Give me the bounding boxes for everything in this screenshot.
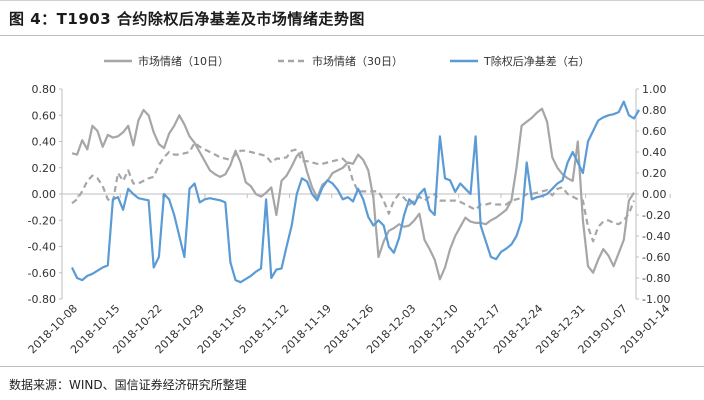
x-axis: 2018-10-082018-10-152018-10-222018-10-29… [26, 194, 672, 356]
right-tick-label: 1.00 [642, 83, 667, 96]
right-tick-label: 0.40 [642, 146, 667, 159]
legend-item-10d-label: 市场情绪（10日） [138, 54, 229, 68]
footer-divider [0, 366, 704, 367]
series-line-basis [71, 100, 641, 284]
left-tick-label: -0.60 [28, 267, 56, 280]
left-tick-label: 0.60 [32, 109, 57, 122]
figure-title: 图 4：T1903 合约除权后净基差及市场情绪走势图 [9, 10, 365, 28]
legend-item-basis-label: T除权后净基差（右） [483, 54, 590, 68]
series-line-30d [71, 141, 636, 243]
left-tick-label: -0.40 [28, 241, 56, 254]
title-bar: 图 4：T1903 合约除权后净基差及市场情绪走势图 [0, 0, 704, 36]
series-lines [71, 100, 641, 284]
left-tick-label: 0.40 [32, 136, 57, 149]
right-tick-label: -0.60 [642, 251, 670, 264]
left-tick-label: -0.20 [28, 214, 56, 227]
line-chart: 市场情绪（10日） 市场情绪（30日） T除权后净基差（右） 0.80 0.60 0.4… [26, 54, 673, 356]
series-line-10d [71, 107, 635, 281]
left-tick-label: 0.00 [32, 188, 57, 201]
left-tick-label: 0.20 [32, 162, 57, 175]
right-tick-label: -0.20 [642, 209, 670, 222]
source-note: 数据来源：WIND、国信证券经济研究所整理 [9, 378, 247, 392]
legend-item-30d-label: 市场情绪（30日） [312, 54, 403, 68]
right-tick-label: 0.20 [642, 167, 667, 180]
chart-legend: 市场情绪（10日） 市场情绪（30日） T除权后净基差（右） [104, 54, 590, 68]
left-tick-label: -0.80 [28, 293, 56, 306]
right-tick-label: 0.60 [642, 125, 667, 138]
right-tick-label: -0.80 [642, 272, 670, 285]
left-tick-label: 0.80 [32, 83, 57, 96]
right-tick-label: -1.00 [642, 293, 670, 306]
left-axis: 0.80 0.60 0.40 0.20 0.00 -0.20 -0.40 -0.60 -0.80 [28, 83, 62, 306]
right-tick-label: -0.40 [642, 230, 670, 243]
right-tick-label: 0.00 [642, 188, 667, 201]
right-axis: 1.00 0.80 0.60 0.40 0.20 0.00 -0.20 -0.40 -0.60 -… [636, 83, 670, 306]
right-tick-label: 0.80 [642, 104, 667, 117]
